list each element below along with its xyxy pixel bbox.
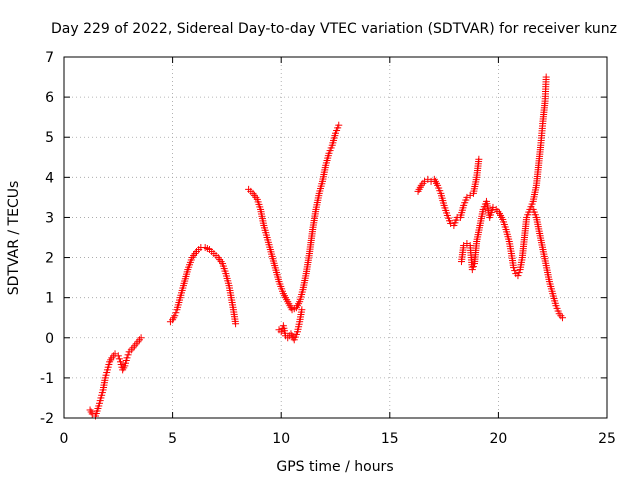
y-tick-label: 6 (45, 90, 54, 106)
y-tick-label: -1 (40, 371, 54, 387)
axis-ticks: 0 5 10 15 20 25 -2 -1 0 1 2 3 4 5 6 7 (40, 50, 616, 447)
data-point (510, 264, 518, 272)
x-tick-label: 25 (598, 431, 616, 447)
data-point (514, 272, 522, 280)
y-tick-label: 5 (45, 130, 54, 146)
x-axis-label: GPS time / hours (276, 459, 393, 475)
y-tick-label: 0 (45, 331, 54, 347)
grid (64, 57, 607, 418)
data-point (277, 328, 285, 336)
data-point-interp (172, 309, 180, 317)
y-tick-label: 3 (45, 210, 54, 226)
data-point-interp (469, 263, 477, 271)
chart-title: Day 229 of 2022, Sidereal Day-to-day VTE… (51, 21, 617, 37)
x-tick-label: 10 (272, 431, 290, 447)
y-tick-label: 2 (45, 251, 54, 267)
data-points (86, 73, 566, 420)
data-point (468, 266, 476, 274)
plot-frame (63, 56, 608, 419)
data-point (558, 314, 566, 322)
x-tick-label: 0 (60, 431, 69, 447)
data-point (475, 155, 483, 163)
data-point (232, 320, 240, 328)
x-tick-label: 20 (489, 431, 507, 447)
x-tick-label: 15 (381, 431, 399, 447)
data-point-interp (511, 267, 519, 275)
data-point-interp (515, 269, 523, 277)
data-point (137, 334, 145, 342)
y-tick-label: -2 (40, 411, 54, 427)
data-point (298, 306, 306, 314)
data-point-interp (115, 355, 123, 363)
y-tick-label: 7 (45, 50, 54, 66)
data-point-interp (124, 351, 132, 359)
data-point (542, 73, 550, 81)
data-point (123, 354, 131, 362)
data-point (335, 121, 343, 129)
data-point (114, 352, 122, 360)
x-tick-label: 5 (168, 431, 177, 447)
y-tick-label: 4 (45, 170, 54, 186)
y-tick-label: 1 (45, 291, 54, 307)
y-axis-label: SDTVAR / TECUs (6, 181, 22, 296)
data-point (171, 312, 179, 320)
